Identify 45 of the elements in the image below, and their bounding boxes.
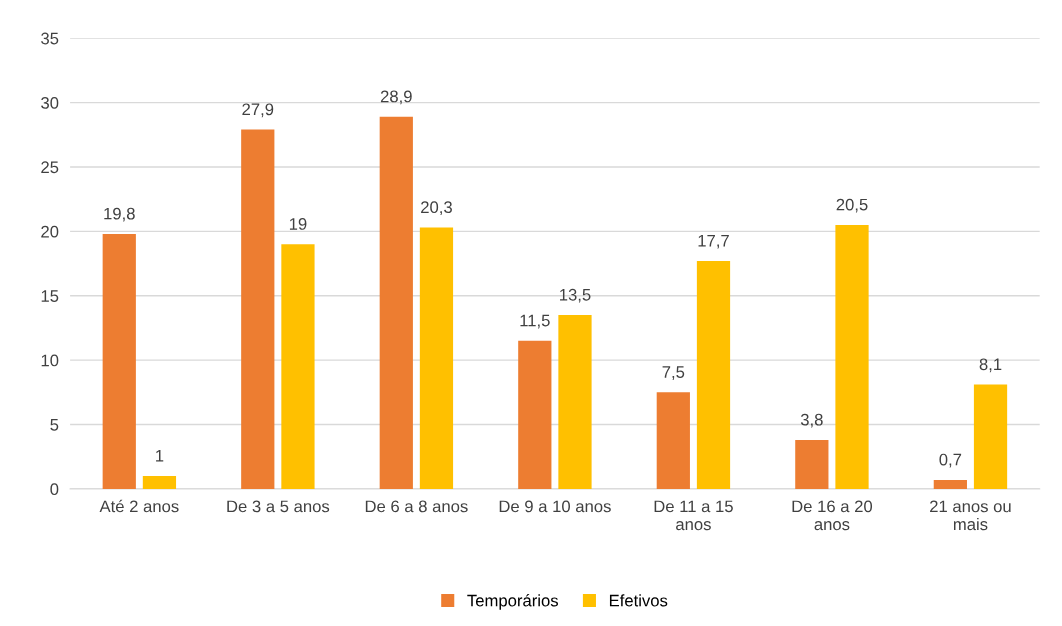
data-label: 8,1 xyxy=(979,358,1002,373)
bar xyxy=(933,479,967,489)
data-label: 20,3 xyxy=(421,201,452,216)
y-tick-label: 0 xyxy=(50,483,59,496)
data-label: 20,5 xyxy=(836,198,868,213)
x-tick-label: De 16 a 20 anos xyxy=(792,500,873,531)
bar xyxy=(973,384,1008,489)
data-label: 19,8 xyxy=(104,207,135,222)
data-label: 17,7 xyxy=(698,234,729,249)
x-tick-label: 21 anos ou mais xyxy=(930,500,1011,531)
data-label: 11,5 xyxy=(520,314,550,329)
data-label: 19 xyxy=(289,218,307,230)
y-tick-label: 30 xyxy=(41,96,59,109)
bar xyxy=(419,227,454,489)
x-tick-label: De 6 a 8 anos xyxy=(365,500,468,513)
bar xyxy=(835,224,869,489)
bar xyxy=(696,260,731,489)
legend-label: Temporários xyxy=(467,594,558,610)
bar xyxy=(281,244,315,489)
data-label: 7,5 xyxy=(662,366,685,380)
y-tick-label: 10 xyxy=(41,354,59,367)
data-label: 3,8 xyxy=(800,413,823,428)
legend-label: Efetivos xyxy=(609,594,668,607)
y-tick-label: 5 xyxy=(50,419,59,431)
bar xyxy=(518,340,552,489)
bar xyxy=(558,315,592,489)
data-label: 1 xyxy=(156,449,164,462)
bar xyxy=(241,129,275,489)
x-tick-label: De 11 a 15 anos xyxy=(654,500,733,531)
data-label: 28,9 xyxy=(380,90,412,105)
y-tick-label: 35 xyxy=(41,32,59,45)
bar xyxy=(656,392,690,489)
bar xyxy=(795,439,829,489)
y-tick-label: 20 xyxy=(41,225,59,238)
x-tick-label: De 3 a 5 anos xyxy=(227,500,330,513)
data-label: 0,7 xyxy=(939,453,962,468)
bar xyxy=(379,116,413,489)
y-tick-label: 25 xyxy=(41,161,59,174)
y-tick-label: 15 xyxy=(41,290,59,302)
x-tick-label: De 9 a 10 anos xyxy=(499,500,611,513)
bar xyxy=(102,233,136,489)
x-tick-label: Até 2 anos xyxy=(99,499,179,513)
data-label: 13,5 xyxy=(560,288,591,303)
data-label: 27,9 xyxy=(242,103,274,118)
bar xyxy=(142,476,177,489)
